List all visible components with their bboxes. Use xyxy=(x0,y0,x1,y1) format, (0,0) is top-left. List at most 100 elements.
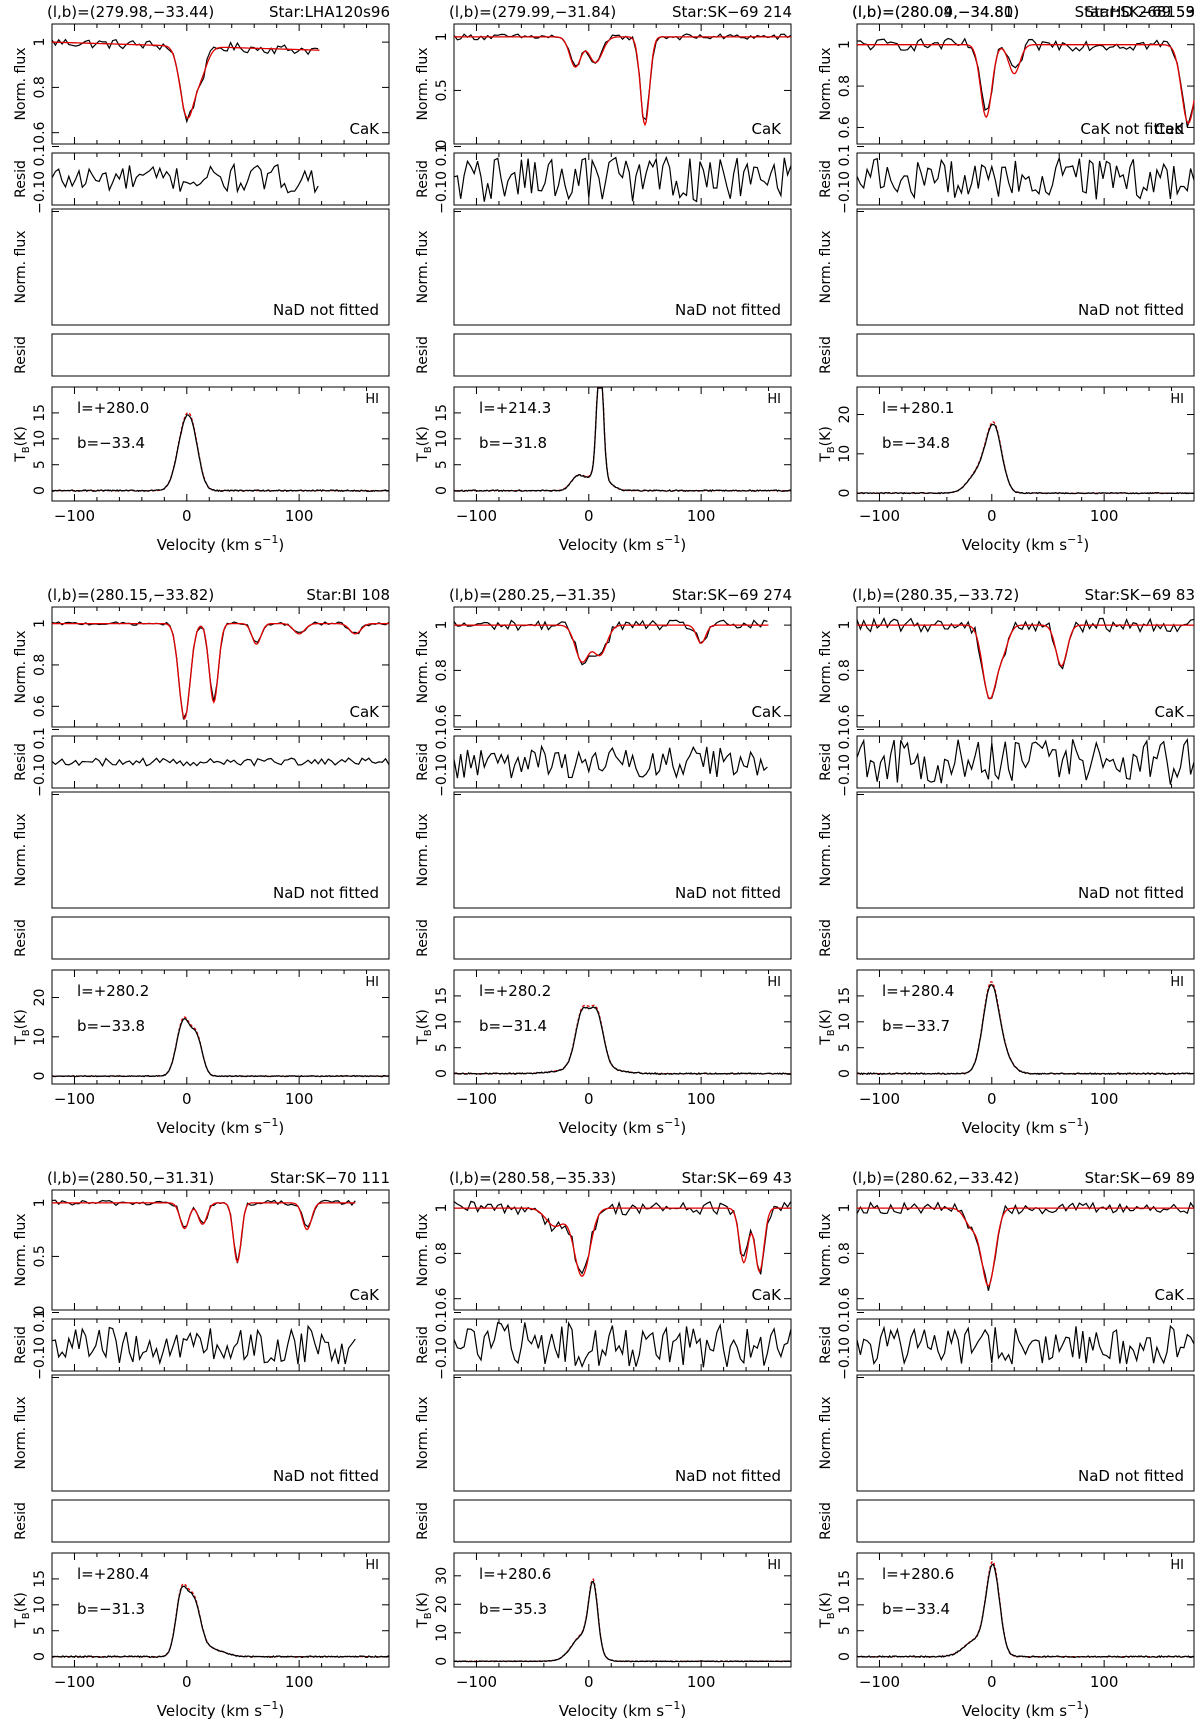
hi-xtick-label: −100 xyxy=(859,1090,900,1108)
velocity-xlabel-sup: −1 xyxy=(664,533,680,546)
star-name: Star:SK−69 59 xyxy=(1085,3,1195,21)
cak-data-line xyxy=(453,619,768,666)
resid-frame xyxy=(856,1318,1195,1372)
cak-ytick-label: 0.6 xyxy=(837,116,853,138)
cak-ytick-label: 0.8 xyxy=(32,76,48,98)
cak-frame xyxy=(51,23,390,145)
hi-data-line xyxy=(453,1580,792,1663)
cak-data-line xyxy=(856,617,1195,699)
cak-ytick-label: 0.6 xyxy=(32,121,48,143)
velocity-xlabel-close: ) xyxy=(680,1119,686,1137)
hi-ylabel-main: T xyxy=(13,453,29,463)
panel-p6: (l,b)=(280.35,−33.72) Star:SK−69 83 1 0.8 0.… xyxy=(818,586,1195,1137)
velocity-xlabel-sup: −1 xyxy=(1067,1699,1083,1712)
velocity-xlabel-close: ) xyxy=(680,1702,686,1720)
cak-label: CaK xyxy=(751,120,782,138)
resid-ylabel: Resid xyxy=(415,160,431,198)
hi-ytick-label: 15 xyxy=(837,1570,853,1588)
hi-label: HI xyxy=(365,392,379,407)
hi-xtick-label: 0 xyxy=(987,1090,997,1108)
cak-frame xyxy=(51,1189,390,1311)
hi-frame xyxy=(453,969,792,1085)
resid-ytick-labels: −0.10 0.1 xyxy=(32,144,48,214)
velocity-xlabel-sup: −1 xyxy=(1067,533,1083,546)
hi-frame xyxy=(856,969,1195,1085)
hi-xtick-label: −100 xyxy=(859,1673,900,1691)
cak-label: CaK xyxy=(1154,703,1185,721)
star-name: Star:LHA120s96 xyxy=(269,3,390,21)
cak-label: CaK xyxy=(751,1286,782,1304)
hi-xtick-label: 100 xyxy=(285,1090,314,1108)
hi-ylabel-sub: B xyxy=(423,1029,434,1036)
star-name: Star:SK−69 89 xyxy=(1085,1169,1195,1187)
hi-label: HI xyxy=(365,975,379,990)
nad-ylabel: Norm. flux xyxy=(415,230,431,303)
hi-ytick-label: 0 xyxy=(434,486,450,495)
panel-title-overlap: (l,b)=(280.04,−34.81) xyxy=(852,3,1019,21)
resid-ylabel: Resid xyxy=(818,1326,834,1364)
nad-ylabel: Norm. flux xyxy=(415,813,431,886)
panel-p3: (l,b)=(280.09,−34.80) Star:SK−69 59 (l,b)=… xyxy=(818,3,1195,554)
velocity-xlabel-close: ) xyxy=(1083,536,1089,554)
velocity-xlabel: Velocity (km s−1) xyxy=(157,1699,284,1720)
hi-ylabel-unit: (K) xyxy=(13,426,29,446)
nad-resid-frame xyxy=(51,333,390,377)
resid-frame xyxy=(453,1318,792,1372)
hi-ytick-label: 10 xyxy=(32,430,48,448)
hi-fit-line xyxy=(857,421,1194,494)
velocity-xlabel: Velocity (km s−1) xyxy=(559,1699,686,1720)
cak-ytick-label: 1 xyxy=(837,1204,853,1213)
hi-data-line xyxy=(857,983,1195,1076)
hi-xtick-label: 0 xyxy=(987,507,997,525)
hi-ylabel-unit: (K) xyxy=(818,426,834,446)
resid-ylabel: Resid xyxy=(818,160,834,198)
panel-title: (l,b)=(280.15,−33.82) xyxy=(47,586,214,604)
nad-resid-ylabel: Resid xyxy=(13,919,29,957)
nad-resid-frame xyxy=(856,333,1195,377)
resid-frame xyxy=(453,152,792,206)
resid-ylabel: Resid xyxy=(13,743,29,781)
nad-resid-ylabel: Resid xyxy=(415,1502,431,1540)
nad-not-fitted-note: NaD not fitted xyxy=(273,1467,379,1485)
hi-ytick-label: 20 xyxy=(837,406,853,424)
hi-xtick-label: −100 xyxy=(456,1673,497,1691)
cak-frame xyxy=(856,1189,1195,1311)
panel-title: (l,b)=(280.50,−31.31) xyxy=(47,1169,214,1187)
cak-ytick-label: 0.8 xyxy=(837,75,853,97)
star-name: Star:SK−69 214 xyxy=(672,3,792,21)
nad-ylabel: Norm. flux xyxy=(415,1396,431,1469)
panel-p2: (l,b)=(279.99,−31.84) Star:SK−69 214 1 0.5 0… xyxy=(415,3,792,554)
resid-data-line xyxy=(453,155,792,203)
cak-label: CaK not fitted xyxy=(1080,120,1184,138)
hi-xtick-label: 0 xyxy=(584,507,594,525)
hi-l-value: l=+280.2 xyxy=(479,982,551,1000)
velocity-xlabel-sup: −1 xyxy=(1067,1116,1083,1129)
resid-frame xyxy=(51,152,390,206)
cak-frame xyxy=(51,606,390,728)
cak-ytick-label: 1 xyxy=(32,619,48,628)
hi-label: HI xyxy=(767,392,781,407)
nad-resid-frame xyxy=(856,916,1195,960)
nad-frame xyxy=(856,791,1195,909)
resid-data-line xyxy=(856,1324,1195,1366)
hi-ylabel-main: T xyxy=(13,1619,29,1629)
hi-ylabel-sub: B xyxy=(423,1612,434,1619)
hi-b-value: b=−31.4 xyxy=(479,1017,547,1035)
hi-frame xyxy=(856,1552,1195,1668)
cak-ytick-label: 0.8 xyxy=(32,654,48,676)
velocity-xlabel: Velocity (km s−1) xyxy=(559,533,686,554)
hi-ytick-label: 0 xyxy=(434,1657,450,1666)
cak-fit-line xyxy=(857,624,1194,700)
cak-ylabel: Norm. flux xyxy=(818,1213,834,1286)
hi-l-value: l=+280.4 xyxy=(77,1565,149,1583)
hi-xtick-label: 100 xyxy=(687,507,716,525)
nad-resid-frame xyxy=(453,333,792,377)
cak-frame xyxy=(453,23,792,145)
hi-b-value: b=−33.4 xyxy=(77,434,145,452)
hi-ytick-label: 10 xyxy=(837,1013,853,1031)
hi-xtick-label: 100 xyxy=(687,1673,716,1691)
nad-not-fitted-note: NaD not fitted xyxy=(1078,1467,1184,1485)
hi-ytick-label: 0 xyxy=(32,486,48,495)
cak-ytick-label: 0.8 xyxy=(434,1242,450,1264)
hi-l-value: l=+280.2 xyxy=(77,982,149,1000)
